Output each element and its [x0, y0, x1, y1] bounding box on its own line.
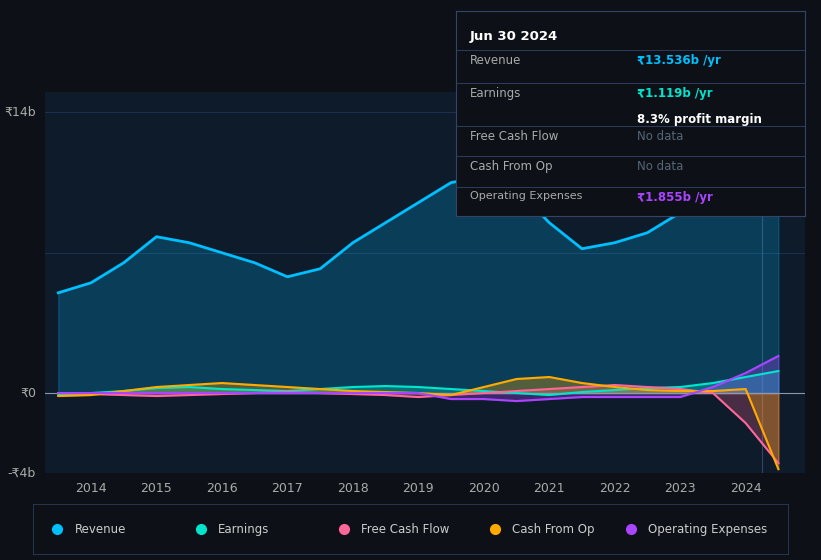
Text: Revenue: Revenue — [75, 522, 126, 536]
Text: Revenue: Revenue — [470, 54, 521, 67]
Text: ₹0: ₹0 — [20, 386, 36, 399]
Text: -₹4b: -₹4b — [7, 466, 36, 480]
Text: No data: No data — [637, 130, 683, 143]
Text: Earnings: Earnings — [218, 522, 269, 536]
Text: ₹14b: ₹14b — [4, 106, 36, 119]
Text: Operating Expenses: Operating Expenses — [470, 191, 582, 201]
Text: Operating Expenses: Operating Expenses — [649, 522, 768, 536]
Text: Free Cash Flow: Free Cash Flow — [361, 522, 450, 536]
Text: Cash From Op: Cash From Op — [512, 522, 595, 536]
Text: Jun 30 2024: Jun 30 2024 — [470, 30, 557, 43]
Text: ₹1.855b /yr: ₹1.855b /yr — [637, 191, 713, 204]
Text: ₹13.536b /yr: ₹13.536b /yr — [637, 54, 721, 67]
Text: No data: No data — [637, 160, 683, 174]
Text: ₹1.119b /yr: ₹1.119b /yr — [637, 87, 713, 100]
Text: Cash From Op: Cash From Op — [470, 160, 552, 174]
Text: Earnings: Earnings — [470, 87, 521, 100]
Text: Free Cash Flow: Free Cash Flow — [470, 130, 558, 143]
Text: 8.3% profit margin: 8.3% profit margin — [637, 114, 762, 127]
